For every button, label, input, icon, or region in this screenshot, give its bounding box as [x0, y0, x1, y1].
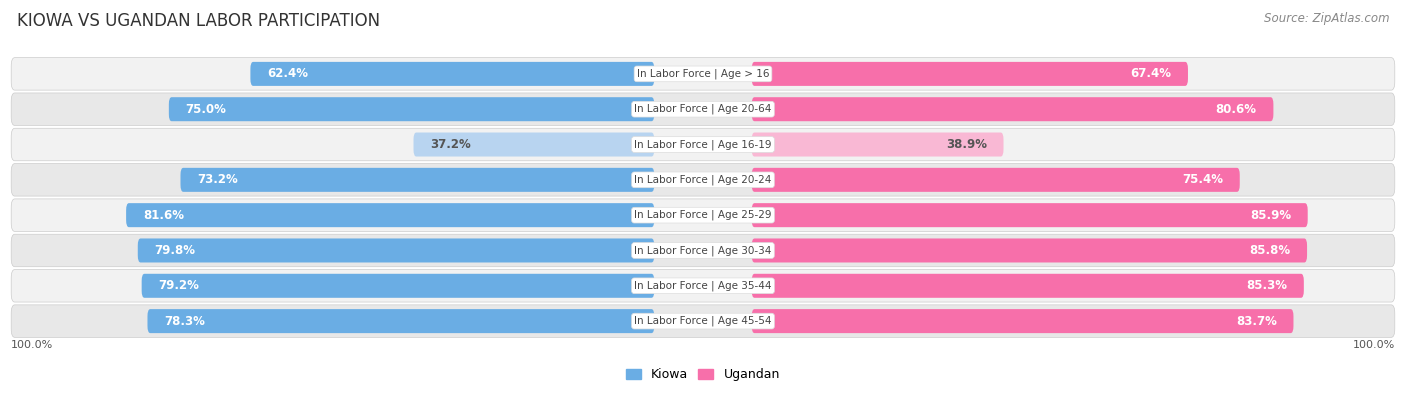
FancyBboxPatch shape: [11, 128, 1395, 161]
FancyBboxPatch shape: [127, 203, 654, 227]
FancyBboxPatch shape: [752, 132, 1004, 156]
FancyBboxPatch shape: [11, 269, 1395, 302]
Text: 75.4%: 75.4%: [1182, 173, 1223, 186]
Text: In Labor Force | Age 16-19: In Labor Force | Age 16-19: [634, 139, 772, 150]
FancyBboxPatch shape: [413, 132, 654, 156]
Text: 85.3%: 85.3%: [1246, 279, 1286, 292]
Text: In Labor Force | Age > 16: In Labor Force | Age > 16: [637, 69, 769, 79]
FancyBboxPatch shape: [752, 168, 1240, 192]
FancyBboxPatch shape: [752, 203, 1308, 227]
Text: In Labor Force | Age 45-54: In Labor Force | Age 45-54: [634, 316, 772, 326]
FancyBboxPatch shape: [752, 62, 1188, 86]
Text: 75.0%: 75.0%: [186, 103, 226, 116]
Text: In Labor Force | Age 20-24: In Labor Force | Age 20-24: [634, 175, 772, 185]
FancyBboxPatch shape: [250, 62, 654, 86]
FancyBboxPatch shape: [142, 274, 654, 298]
Text: 100.0%: 100.0%: [1353, 340, 1395, 350]
Legend: Kiowa, Ugandan: Kiowa, Ugandan: [621, 363, 785, 386]
FancyBboxPatch shape: [752, 309, 1294, 333]
Text: KIOWA VS UGANDAN LABOR PARTICIPATION: KIOWA VS UGANDAN LABOR PARTICIPATION: [17, 12, 380, 30]
Text: In Labor Force | Age 20-64: In Labor Force | Age 20-64: [634, 104, 772, 115]
Text: 79.2%: 79.2%: [159, 279, 200, 292]
Text: 85.9%: 85.9%: [1250, 209, 1291, 222]
Text: In Labor Force | Age 30-34: In Labor Force | Age 30-34: [634, 245, 772, 256]
FancyBboxPatch shape: [138, 239, 654, 263]
FancyBboxPatch shape: [752, 239, 1308, 263]
Text: 67.4%: 67.4%: [1130, 68, 1171, 81]
Text: In Labor Force | Age 25-29: In Labor Force | Age 25-29: [634, 210, 772, 220]
FancyBboxPatch shape: [11, 234, 1395, 267]
Text: 100.0%: 100.0%: [11, 340, 53, 350]
Text: 81.6%: 81.6%: [143, 209, 184, 222]
Text: 38.9%: 38.9%: [946, 138, 987, 151]
Text: 62.4%: 62.4%: [267, 68, 308, 81]
Text: In Labor Force | Age 35-44: In Labor Force | Age 35-44: [634, 280, 772, 291]
Text: 78.3%: 78.3%: [165, 314, 205, 327]
FancyBboxPatch shape: [752, 97, 1274, 121]
Text: 83.7%: 83.7%: [1236, 314, 1277, 327]
FancyBboxPatch shape: [11, 164, 1395, 196]
FancyBboxPatch shape: [180, 168, 654, 192]
Text: 73.2%: 73.2%: [197, 173, 238, 186]
Text: 80.6%: 80.6%: [1216, 103, 1257, 116]
FancyBboxPatch shape: [11, 93, 1395, 126]
Text: 37.2%: 37.2%: [430, 138, 471, 151]
FancyBboxPatch shape: [169, 97, 654, 121]
Text: Source: ZipAtlas.com: Source: ZipAtlas.com: [1264, 12, 1389, 25]
Text: 85.8%: 85.8%: [1250, 244, 1291, 257]
FancyBboxPatch shape: [11, 305, 1395, 337]
FancyBboxPatch shape: [752, 274, 1303, 298]
FancyBboxPatch shape: [11, 58, 1395, 90]
FancyBboxPatch shape: [148, 309, 654, 333]
FancyBboxPatch shape: [11, 199, 1395, 231]
Text: 79.8%: 79.8%: [155, 244, 195, 257]
